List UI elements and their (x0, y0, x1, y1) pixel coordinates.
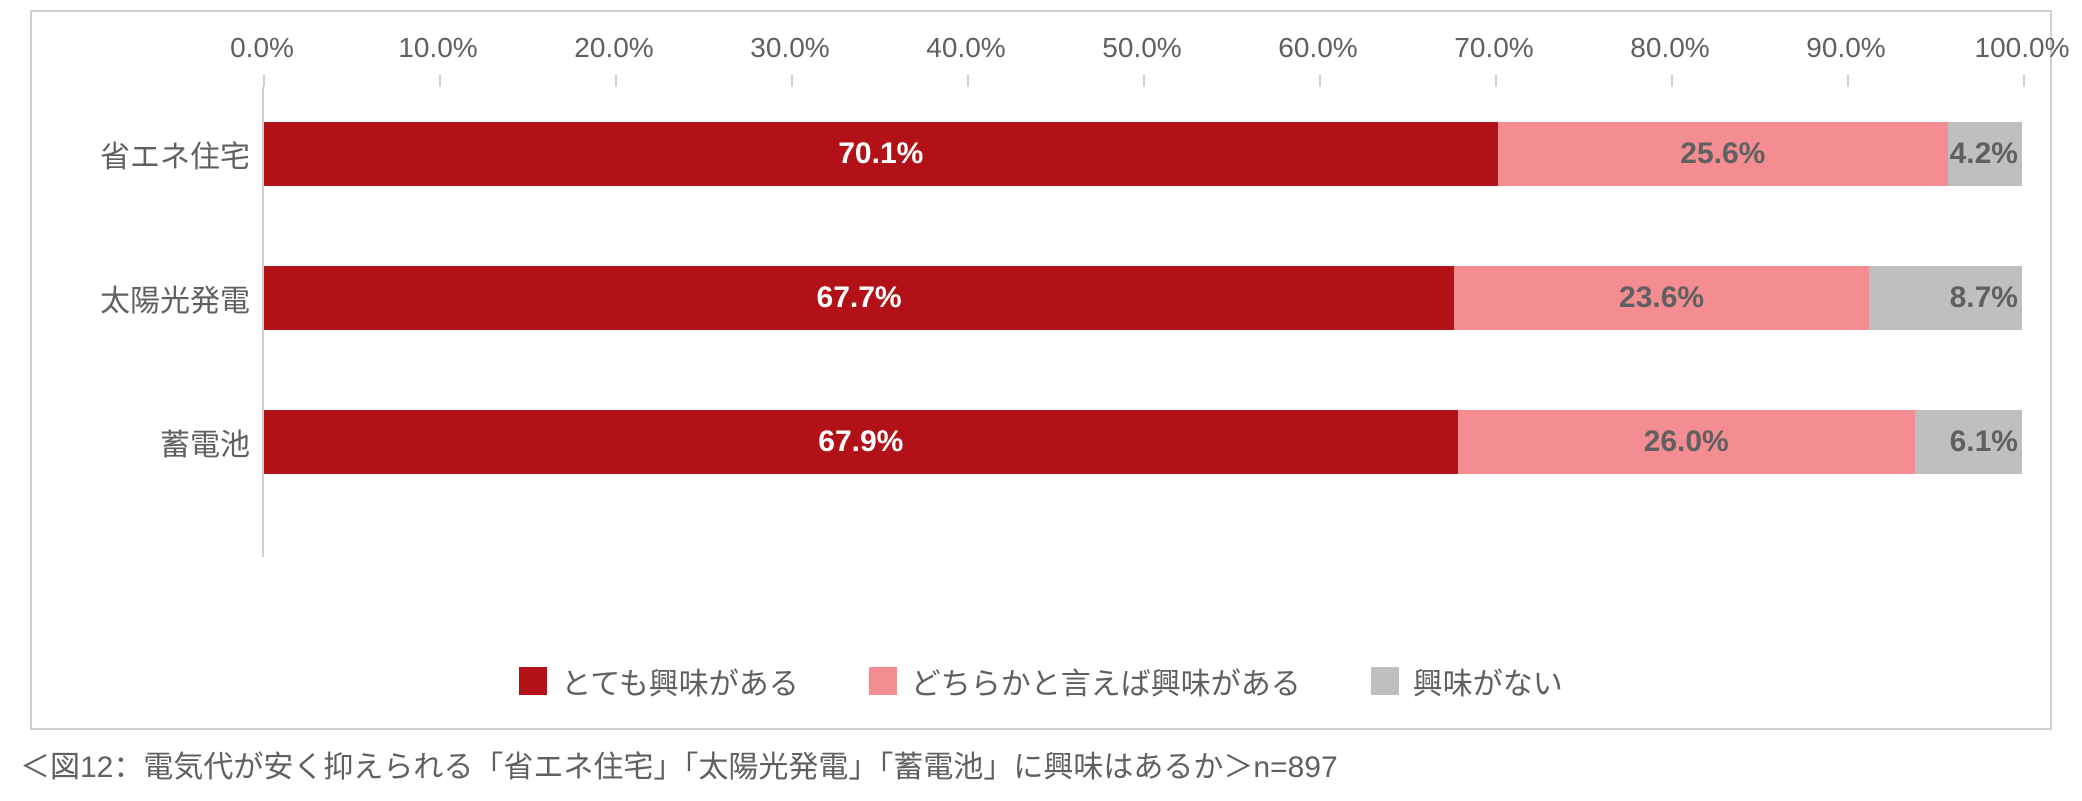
category-label: 省エネ住宅 (50, 132, 250, 176)
legend-label: 興味がない (1413, 659, 1563, 703)
x-axis-tick-mark (2023, 75, 2025, 87)
x-axis-tick-mark (1671, 75, 1673, 87)
x-axis-tick-mark (791, 75, 793, 87)
legend: とても興味がある どちらかと言えば興味がある 興味がない (32, 659, 2050, 703)
x-axis-tick-mark (263, 75, 265, 87)
legend-label: とても興味がある (561, 659, 799, 703)
bar-row: 67.7%23.6%8.7% (264, 266, 2022, 330)
x-axis-tick-label: 80.0% (1630, 32, 1709, 64)
plot-area: 70.1%25.6%4.2% 67.7%23.6%8.7% 67.9%26.0%6.… (262, 87, 2022, 557)
x-axis-tick-label: 50.0% (1102, 32, 1181, 64)
bar-segment-not_interested: 4.2% (1948, 122, 2022, 186)
x-axis-tick-label: 30.0% (750, 32, 829, 64)
x-axis-tick-mark (1319, 75, 1321, 87)
x-axis-tick-mark (1847, 75, 1849, 87)
x-axis-tick-mark (615, 75, 617, 87)
x-axis-tick-mark (1143, 75, 1145, 87)
legend-label: どちらかと言えば興味がある (911, 659, 1301, 703)
bar-row: 70.1%25.6%4.2% (264, 122, 2022, 186)
chart-border: 0.0% 10.0% 20.0% 30.0% 40.0% 50.0% 60.0% 70.0% 8… (30, 10, 2052, 730)
legend-item-somewhat_interested: どちらかと言えば興味がある (869, 659, 1301, 703)
x-axis-tick-label: 20.0% (574, 32, 653, 64)
legend-swatch (519, 667, 547, 695)
bar-segment-somewhat_interested: 23.6% (1454, 266, 1869, 330)
x-axis-tick-label: 10.0% (398, 32, 477, 64)
bar-segment-somewhat_interested: 26.0% (1458, 410, 1915, 474)
bar-segment-very_interested: 70.1% (264, 122, 1498, 186)
x-axis-tick-mark (967, 75, 969, 87)
bar-segment-very_interested: 67.9% (264, 410, 1458, 474)
category-label: 蓄電池 (50, 420, 250, 464)
x-axis-tick-mark (439, 75, 441, 87)
x-axis-tick-label: 70.0% (1454, 32, 1533, 64)
x-axis-tick-label: 100.0% (1975, 32, 2070, 64)
x-axis-tick-mark (1495, 75, 1497, 87)
bar-segment-somewhat_interested: 25.6% (1498, 122, 1948, 186)
bar-row: 67.9%26.0%6.1% (264, 410, 2022, 474)
figure-caption: ＜図12：電気代が安く抑えられる「省エネ住宅」「太陽光発電」「蓄電池」に興味はあ… (20, 742, 1338, 786)
x-axis-tick-label: 60.0% (1278, 32, 1357, 64)
bar-segment-not_interested: 8.7% (1869, 266, 2022, 330)
chart-container: 0.0% 10.0% 20.0% 30.0% 40.0% 50.0% 60.0% 70.0% 8… (0, 0, 2082, 801)
x-axis: 0.0%10.0%20.0%30.0%40.0%50.0%60.0%70.0%8… (262, 32, 2022, 82)
x-axis-tick-label: 90.0% (1806, 32, 1885, 64)
x-axis-tick-label: 40.0% (926, 32, 1005, 64)
bar-segment-not_interested: 6.1% (1915, 410, 2022, 474)
x-axis-tick-label: 0.0% (230, 32, 294, 64)
legend-item-not_interested: 興味がない (1371, 659, 1563, 703)
category-label: 太陽光発電 (50, 276, 250, 320)
legend-item-very_interested: とても興味がある (519, 659, 799, 703)
bar-segment-very_interested: 67.7% (264, 266, 1454, 330)
legend-swatch (1371, 667, 1399, 695)
legend-swatch (869, 667, 897, 695)
